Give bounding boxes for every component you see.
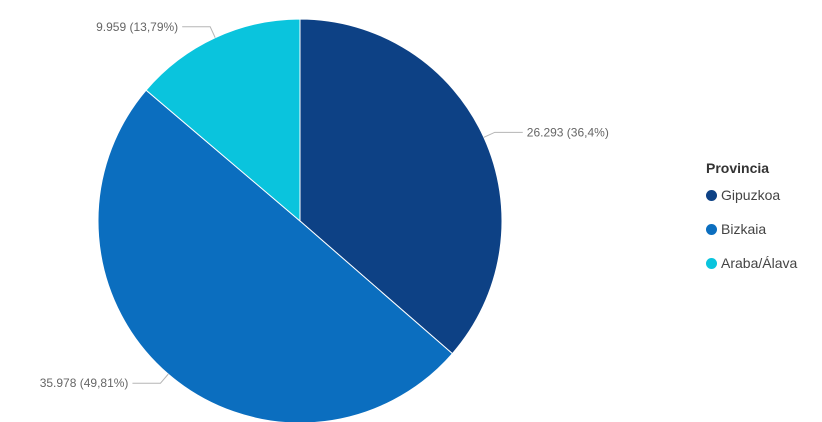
data-label-bizkaia: 35.978 (49,81%)	[40, 376, 129, 390]
legend-label-gipuzkoa: Gipuzkoa	[721, 187, 781, 203]
legend-item-gipuzkoa[interactable]: Gipuzkoa	[706, 184, 797, 206]
pie-slice-bizkaia[interactable]	[97, 89, 454, 422]
leader-line-gipuzkoa	[483, 131, 523, 138]
data-label-gipuzkoa: 26.293 (36,4%)	[527, 125, 609, 139]
legend: Provincia Gipuzkoa Bizkaia Araba/Álava	[706, 160, 797, 286]
pie-slice-gipuzkoa[interactable]	[299, 18, 503, 355]
legend-dot-bizkaia	[706, 223, 717, 235]
legend-item-araba[interactable]: Araba/Álava	[706, 252, 797, 274]
leader-line-bizkaia	[132, 373, 169, 384]
data-label-araba: 9.959 (13,79%)	[96, 20, 178, 34]
legend-label-bizkaia: Bizkaia	[721, 221, 767, 237]
leader-line-araba	[182, 26, 216, 38]
legend-title: Provincia	[706, 160, 770, 176]
legend-item-bizkaia[interactable]: Bizkaia	[706, 218, 797, 240]
legend-label-araba: Araba/Álava	[721, 255, 798, 271]
legend-dot-gipuzkoa	[706, 189, 717, 201]
legend-dot-araba	[706, 257, 717, 269]
pie-slice-araba[interactable]	[145, 18, 301, 223]
